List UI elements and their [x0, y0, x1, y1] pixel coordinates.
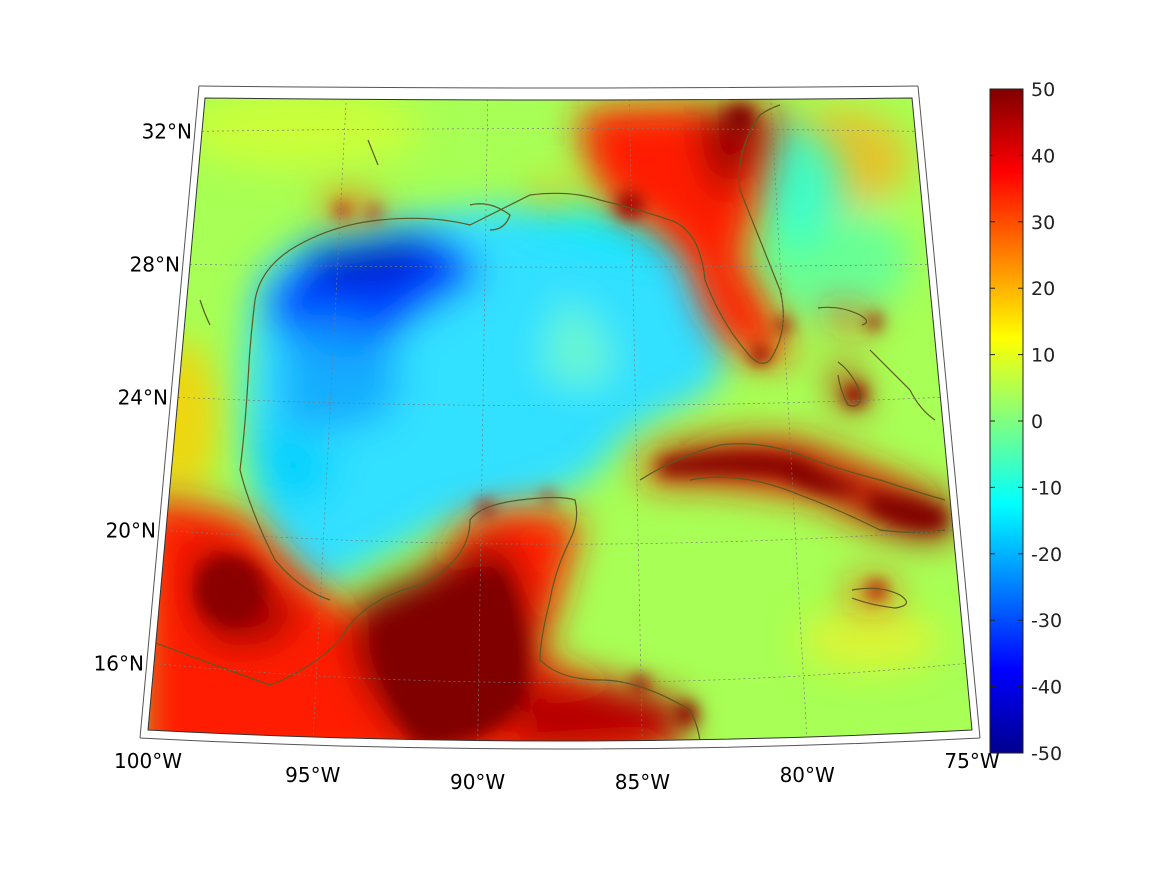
- meridian-line: [312, 98, 347, 741]
- parallel-line: [165, 530, 954, 545]
- map-frame-outer-bottom: [139, 737, 981, 750]
- colorbar-gradient: [989, 88, 1024, 754]
- meridian-line: [770, 98, 808, 741]
- longitude-tick-label: 80°W: [780, 763, 835, 787]
- map-frame-outer-right: [917, 85, 981, 739]
- map-frame-outer-top: [198, 85, 919, 89]
- parallel-line: [177, 397, 941, 407]
- colorbar-tick-label: -40: [1031, 677, 1062, 699]
- colorbar-tick-label: -10: [1031, 477, 1062, 499]
- parallel-line: [153, 663, 966, 684]
- parallel-line: [201, 128, 916, 132]
- coastlines: [148, 104, 946, 741]
- longitude-tick-label: 100°W: [114, 749, 182, 773]
- colorbar-tick-label: 50: [1031, 79, 1055, 101]
- field-layer: [148, 98, 972, 741]
- colorbar-tick-label: 0: [1031, 411, 1043, 433]
- map-frame-outer-left: [139, 85, 200, 739]
- land-hot-centers: [196, 104, 945, 741]
- longitude-tick-label: 85°W: [615, 770, 670, 794]
- map-frame: [147, 97, 973, 742]
- latitude-labels: 16°N 20°N 24°N 28°N 32°N: [94, 119, 192, 675]
- colorbar-tick-label: -30: [1031, 610, 1062, 632]
- colorbar-tick-label: 30: [1031, 212, 1055, 234]
- colorbar-tick-label: -50: [1031, 743, 1062, 765]
- colorbar-tick-label: 10: [1031, 345, 1055, 367]
- latitude-tick-label: 24°N: [118, 385, 168, 409]
- longitude-tick-label: 90°W: [450, 770, 505, 794]
- latitude-tick-label: 16°N: [94, 652, 144, 676]
- longitude-tick-label: 95°W: [285, 763, 340, 787]
- colorbar-tick-label: 20: [1031, 278, 1055, 300]
- latitude-tick-label: 32°N: [142, 119, 192, 143]
- latitude-tick-label: 20°N: [106, 518, 156, 542]
- colorbar-tick-label: 40: [1031, 145, 1055, 167]
- colorbar-tick-label: -20: [1031, 544, 1062, 566]
- latitude-tick-label: 28°N: [130, 252, 180, 276]
- colorbar-ticks: 50 40 30 20 10 0 -10 -20 -30 -40 -50: [990, 79, 1062, 765]
- longitude-labels: 100°W95°W 90°W 85°W 80°W75°W: [114, 749, 1000, 794]
- gulf-cool-basin: [243, 118, 842, 590]
- colorbar: 50 40 30 20 10 0 -10 -20 -30 -40 -50: [989, 79, 1062, 765]
